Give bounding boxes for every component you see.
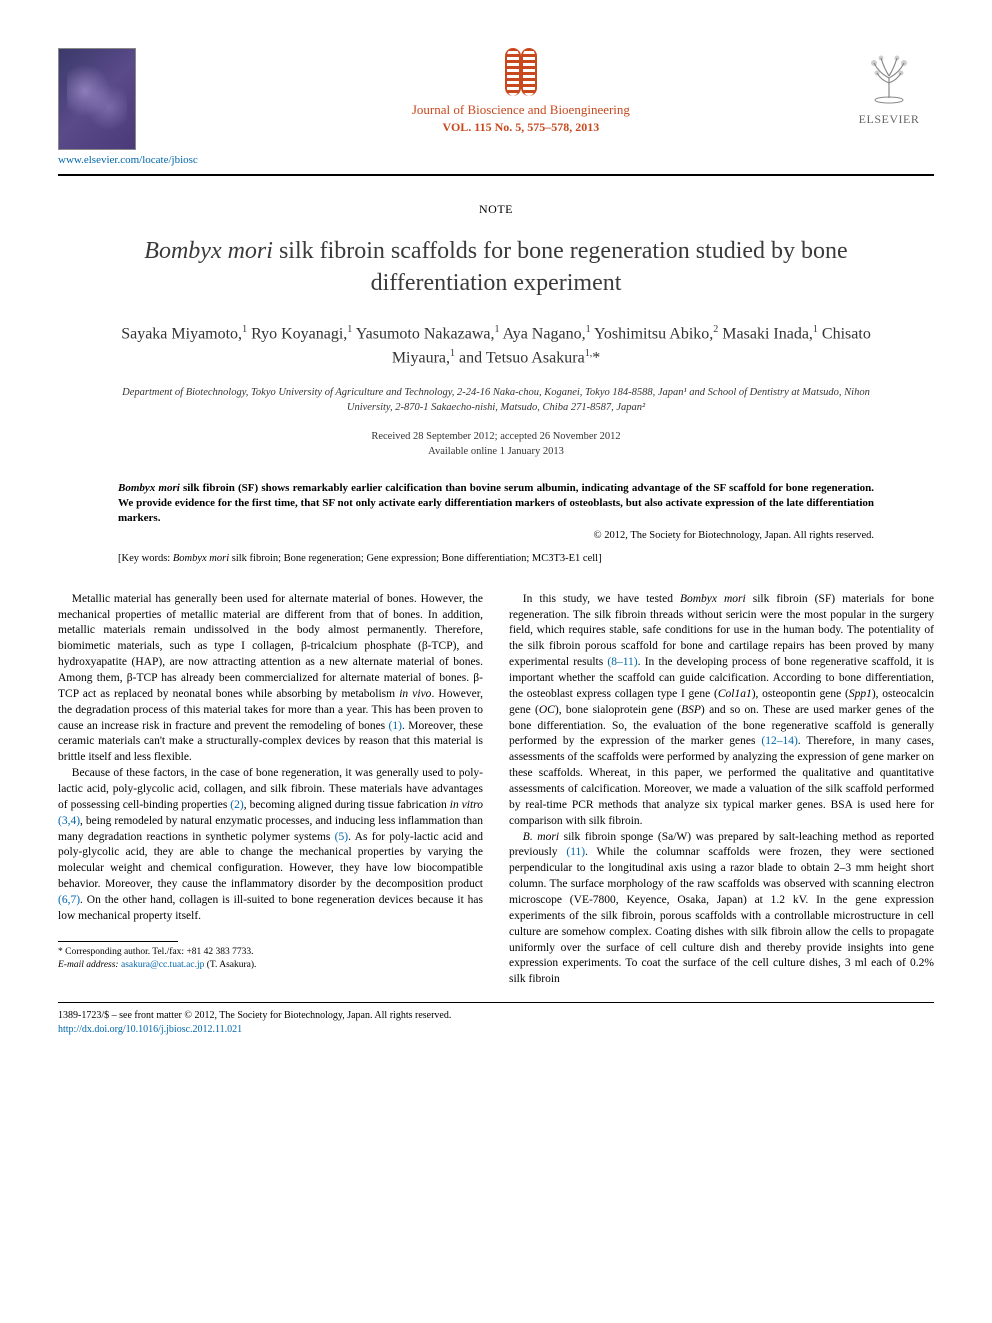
header-rule xyxy=(58,174,934,176)
title-italic-part: Bombyx mori xyxy=(144,238,273,264)
email-label: E-mail address: xyxy=(58,960,119,970)
journal-name: Journal of Bioscience and Bioengineering xyxy=(218,102,824,118)
article-title: Bombyx mori silk fibroin scaffolds for b… xyxy=(58,235,934,300)
author-list: Sayaka Miyamoto,1 Ryo Koyanagi,1 Yasumot… xyxy=(58,322,934,371)
front-matter: 1389-1723/$ – see front matter © 2012, T… xyxy=(58,1009,934,1037)
copyright-line: © 2012, The Society for Biotechnology, J… xyxy=(58,530,934,541)
journal-cover-thumb xyxy=(58,48,136,150)
abstract-italic: Bombyx mori xyxy=(118,482,180,494)
affiliations: Department of Biotechnology, Tokyo Unive… xyxy=(58,386,934,415)
keywords-rest: silk fibroin; Bone regeneration; Gene ex… xyxy=(229,553,601,564)
publisher-box: ELSEVIER xyxy=(844,48,934,127)
keywords-italic: Bombyx mori xyxy=(173,553,229,564)
footnote-rule xyxy=(58,941,178,942)
journal-logo-icon xyxy=(497,48,545,96)
locate-link[interactable]: www.elsevier.com/locate/jbiosc xyxy=(58,154,198,166)
doi-link[interactable]: http://dx.doi.org/10.1016/j.jbiosc.2012.… xyxy=(58,1023,934,1037)
bottom-rule xyxy=(58,1002,934,1003)
publisher-name: ELSEVIER xyxy=(844,112,934,127)
keywords: [Key words: Bombyx mori silk fibroin; Bo… xyxy=(58,553,934,564)
elsevier-tree-icon xyxy=(859,48,919,108)
abstract-body: silk fibroin (SF) shows remarkably earli… xyxy=(118,482,874,524)
journal-thumbnail-column: www.elsevier.com/locate/jbiosc xyxy=(58,48,198,166)
front-matter-line: 1389-1723/$ – see front matter © 2012, T… xyxy=(58,1009,934,1023)
received-date: Received 28 September 2012; accepted 26 … xyxy=(58,430,934,445)
journal-masthead: Journal of Bioscience and Bioengineering… xyxy=(198,48,844,135)
email-line: E-mail address: asakura@cc.tuat.ac.jp (T… xyxy=(58,959,483,972)
email-address[interactable]: asakura@cc.tuat.ac.jp xyxy=(121,960,204,970)
footnotes: * Corresponding author. Tel./fax: +81 42… xyxy=(58,946,483,972)
corresponding-author: * Corresponding author. Tel./fax: +81 42… xyxy=(58,946,483,959)
page-header: www.elsevier.com/locate/jbiosc Journal o… xyxy=(58,48,934,166)
body-para-3: In this study, we have tested Bombyx mor… xyxy=(509,592,934,830)
journal-volume: VOL. 115 No. 5, 575–578, 2013 xyxy=(218,120,824,135)
article-type-label: NOTE xyxy=(58,202,934,217)
body-para-1: Metallic material has generally been use… xyxy=(58,592,483,766)
online-date: Available online 1 January 2013 xyxy=(58,445,934,460)
title-rest: silk fibroin scaffolds for bone regenera… xyxy=(273,238,848,296)
body-para-2: Because of these factors, in the case of… xyxy=(58,766,483,925)
abstract: Bombyx mori silk fibroin (SF) shows rema… xyxy=(58,481,934,526)
body-para-4: B. mori silk fibroin sponge (Sa/W) was p… xyxy=(509,830,934,989)
body-text: Metallic material has generally been use… xyxy=(58,592,934,988)
keywords-label: [Key words: xyxy=(118,553,170,564)
email-who: (T. Asakura). xyxy=(207,960,257,970)
article-dates: Received 28 September 2012; accepted 26 … xyxy=(58,430,934,459)
